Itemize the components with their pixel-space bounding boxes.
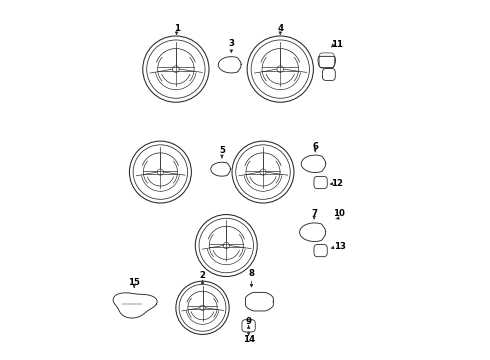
Text: 12: 12 [332, 179, 343, 188]
Text: 3: 3 [228, 39, 234, 48]
Text: 7: 7 [311, 209, 317, 218]
Text: 6: 6 [312, 143, 318, 152]
Text: 5: 5 [219, 146, 225, 155]
Text: 4: 4 [277, 24, 283, 33]
Text: 8: 8 [248, 269, 254, 278]
Text: 13: 13 [334, 243, 345, 251]
Text: 1: 1 [173, 24, 180, 33]
Text: 14: 14 [243, 335, 255, 344]
Text: 2: 2 [199, 271, 205, 280]
Text: 11: 11 [331, 40, 343, 49]
Text: 10: 10 [333, 209, 344, 218]
Text: 15: 15 [128, 278, 140, 287]
Text: 9: 9 [245, 317, 251, 325]
